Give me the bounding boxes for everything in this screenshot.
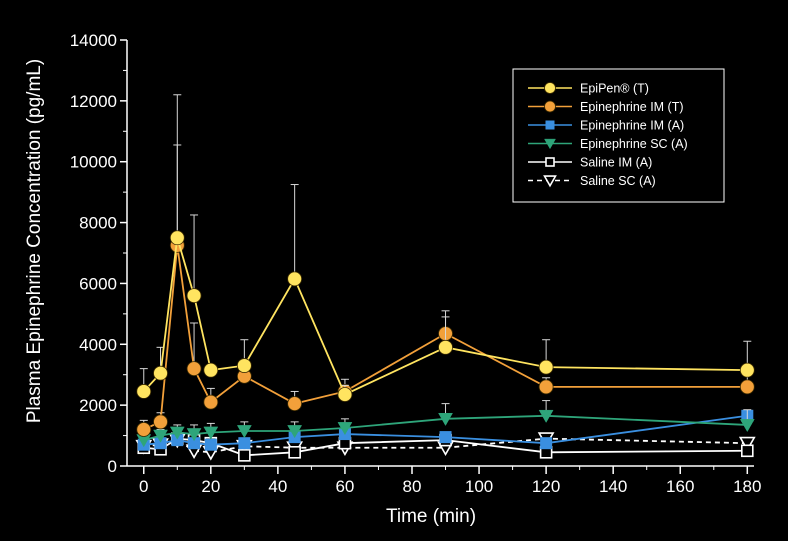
data-point <box>538 379 554 395</box>
legend: EpiPen® (T) Epinephrine IM (T) Epinephrine… <box>512 68 725 203</box>
legend-label: Epinephrine SC (A) <box>580 137 688 151</box>
data-point <box>238 437 251 450</box>
data-point <box>287 425 303 439</box>
data-point <box>739 419 755 433</box>
data-point <box>203 394 219 410</box>
legend-marker <box>544 138 556 150</box>
data-point <box>738 436 756 452</box>
data-point <box>169 230 185 246</box>
data-point <box>337 387 353 402</box>
x-axis-title: Time (min) <box>386 506 476 527</box>
data-point <box>136 384 152 399</box>
data-point <box>136 422 152 437</box>
data-point <box>538 359 554 375</box>
x-tick-label: 120 <box>532 477 560 496</box>
legend-marker <box>544 82 556 94</box>
data-point <box>169 426 185 440</box>
series-3 <box>136 400 755 448</box>
y-tick-label: 12000 <box>70 92 117 111</box>
x-tick-label: 80 <box>403 477 422 496</box>
x-tick-label: 40 <box>268 477 287 496</box>
data-point <box>203 362 219 378</box>
x-tick-label: 60 <box>335 477 354 496</box>
data-point <box>188 437 201 450</box>
y-tick-label: 4000 <box>79 335 117 354</box>
data-point <box>153 365 168 381</box>
data-point <box>540 437 553 450</box>
data-point <box>153 414 168 430</box>
data-point <box>186 428 202 442</box>
y-tick-label: 10000 <box>70 153 117 172</box>
data-point <box>288 446 301 459</box>
data-point <box>439 431 452 444</box>
y-tick-label: 0 <box>108 457 117 476</box>
axes: 0 2000 4000 6000 8000 10000 12000 14000 0 20 40 60 8… <box>70 31 762 496</box>
legend-label: EpiPen® (T) <box>580 82 649 96</box>
x-tick-label: 180 <box>733 477 761 496</box>
legend-marker <box>544 100 556 113</box>
series-layer <box>135 94 756 462</box>
y-tick-label: 6000 <box>79 274 117 293</box>
data-point <box>154 437 167 450</box>
data-point <box>739 362 755 378</box>
y-tick-label: 2000 <box>79 396 117 415</box>
data-point <box>337 422 353 436</box>
data-point <box>538 409 554 423</box>
series-0 <box>136 94 755 402</box>
data-point <box>740 444 754 458</box>
y-tick-label: 14000 <box>70 31 117 50</box>
data-point <box>203 426 219 440</box>
legend-marker <box>545 120 555 130</box>
x-tick-label: 140 <box>599 477 627 496</box>
data-point <box>438 339 453 355</box>
data-point <box>186 288 202 304</box>
legend-marker <box>543 175 557 188</box>
y-axis-title: Plasma Epinephrine Concentration (pg/mL) <box>24 59 45 423</box>
x-tick-label: 100 <box>465 477 493 496</box>
legend-label: Saline SC (A) <box>580 174 656 188</box>
x-tick-label: 20 <box>201 477 220 496</box>
data-point <box>739 379 755 395</box>
data-point <box>238 449 251 462</box>
data-point <box>287 396 303 412</box>
legend-label: Epinephrine IM (T) <box>580 100 684 114</box>
data-point <box>236 425 252 439</box>
data-point <box>186 361 202 377</box>
data-point <box>438 412 453 426</box>
legend-label: Epinephrine IM (A) <box>580 119 684 133</box>
legend-label: Saline IM (A) <box>580 156 652 170</box>
data-point <box>153 429 168 443</box>
data-point <box>204 438 217 451</box>
data-point <box>171 434 184 447</box>
data-point <box>287 271 303 287</box>
data-point <box>236 358 252 373</box>
y-tick-label: 8000 <box>79 214 117 233</box>
x-tick-label: 160 <box>666 477 694 496</box>
legend-marker <box>545 157 555 167</box>
x-tick-label: 0 <box>139 477 148 496</box>
